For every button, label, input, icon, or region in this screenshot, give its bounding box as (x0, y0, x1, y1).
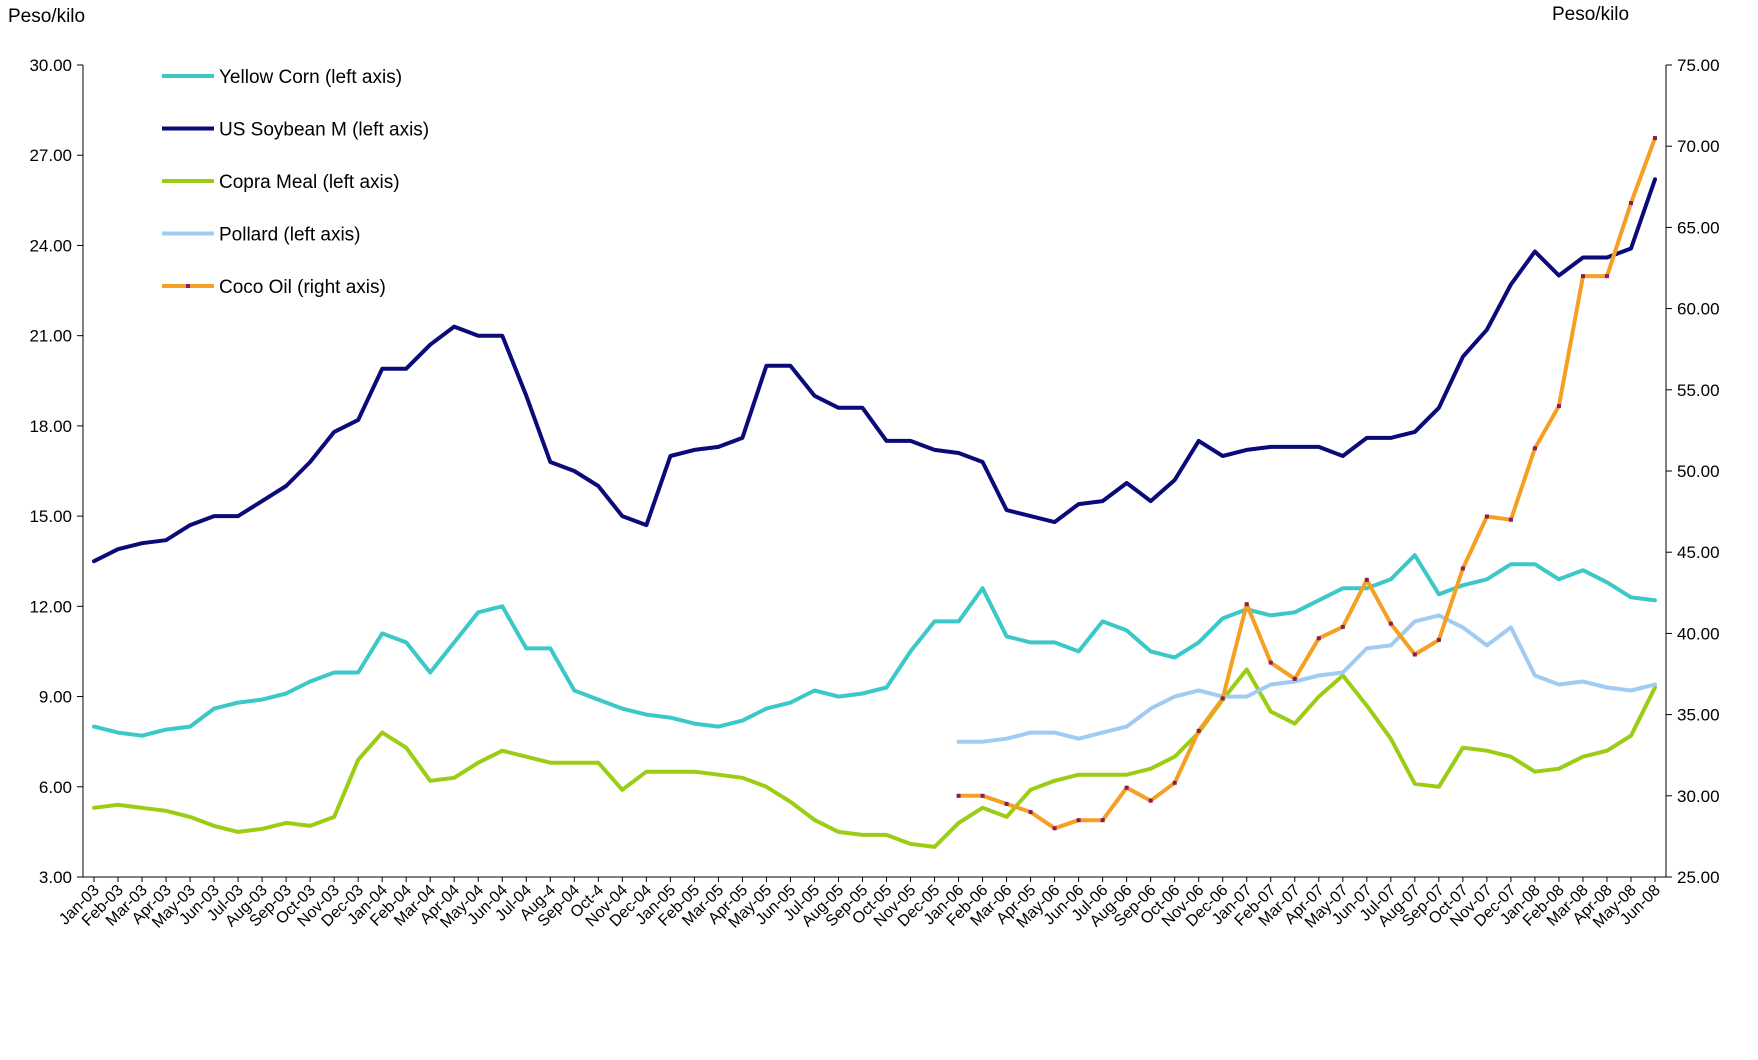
series-point-4 (1508, 517, 1513, 522)
series-point-4 (1484, 514, 1489, 519)
series-point-4 (1124, 785, 1129, 790)
right-tick-label: 65.00 (1677, 218, 1720, 237)
series-line-3 (956, 613, 1657, 744)
right-tick-label: 70.00 (1677, 137, 1720, 156)
right-tick-label: 55.00 (1677, 381, 1720, 400)
series-point-4 (1220, 696, 1225, 701)
series-point-4 (1292, 676, 1297, 681)
series-point-4 (1653, 136, 1657, 141)
left-tick-label: 12.00 (29, 597, 72, 616)
right-tick-label: 50.00 (1677, 462, 1720, 481)
right-tick-label: 45.00 (1677, 543, 1720, 562)
legend-marker-4 (186, 284, 190, 288)
series-point-4 (1028, 810, 1033, 815)
left-tick-label: 21.00 (29, 327, 72, 346)
legend-label-3: Pollard (left axis) (219, 225, 361, 246)
series-line-2 (92, 667, 1657, 849)
left-tick-label: 30.00 (29, 56, 72, 75)
series-point-4 (1244, 602, 1249, 607)
series-point-4 (1172, 780, 1177, 785)
series-point-4 (1196, 728, 1201, 733)
left-tick-label: 3.00 (39, 868, 72, 887)
legend-label-1: US Soybean M (left axis) (219, 120, 429, 141)
legend-label-2: Copra Meal (left axis) (219, 172, 400, 193)
left-tick-label: 27.00 (29, 146, 72, 165)
legend: Yellow Corn (left axis) US Soybean M (lef… (162, 67, 429, 298)
series-point-4 (1268, 660, 1273, 665)
series-point-4 (1460, 566, 1465, 571)
series-point-4 (1532, 446, 1537, 451)
series-point-4 (1580, 274, 1585, 279)
right-tick-label: 75.00 (1677, 56, 1720, 75)
left-axis-unit-label: Peso/kilo (8, 6, 85, 27)
series-layer (92, 136, 1657, 849)
series-point-4 (1100, 818, 1105, 823)
series-point-4 (1628, 201, 1633, 206)
series-point-4 (1556, 404, 1561, 409)
right-tick-label: 60.00 (1677, 300, 1720, 319)
series-point-4 (1340, 624, 1345, 629)
series-point-4 (1052, 826, 1057, 831)
left-tick-label: 9.00 (39, 688, 72, 707)
series-point-4 (1412, 652, 1417, 657)
legend-label-0: Yellow Corn (left axis) (219, 67, 402, 88)
series-point-4 (1148, 798, 1153, 803)
right-axis-unit-label: Peso/kilo (1552, 4, 1629, 25)
right-tick-label: 25.00 (1677, 868, 1720, 887)
left-tick-label: 6.00 (39, 778, 72, 797)
series-point-4 (1316, 636, 1321, 641)
left-tick-label: 15.00 (29, 507, 72, 526)
series-line-4 (956, 136, 1657, 831)
right-tick-label: 40.00 (1677, 624, 1720, 643)
right-tick-label: 35.00 (1677, 706, 1720, 725)
series-line-1 (92, 177, 1657, 564)
left-tick-label: 24.00 (29, 236, 72, 255)
series-point-4 (980, 793, 985, 798)
right-tick-label: 30.00 (1677, 787, 1720, 806)
series-line-0 (92, 553, 1657, 738)
left-tick-label: 18.00 (29, 417, 72, 436)
series-point-4 (1076, 818, 1081, 823)
legend-label-4: Coco Oil (right axis) (219, 277, 386, 298)
series-point-4 (1604, 274, 1609, 279)
series-point-4 (1364, 577, 1369, 582)
series-point-4 (1436, 637, 1441, 642)
series-point-4 (1004, 801, 1009, 806)
series-point-4 (956, 793, 961, 798)
series-point-4 (1388, 621, 1393, 626)
